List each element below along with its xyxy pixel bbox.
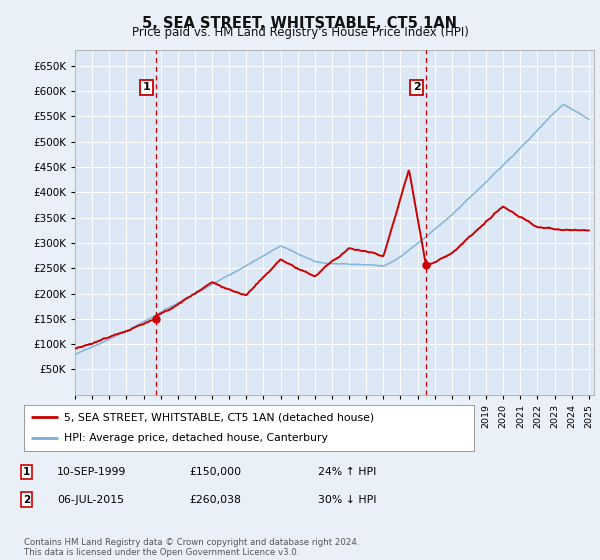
Text: 30% ↓ HPI: 30% ↓ HPI [318, 494, 377, 505]
Text: 5, SEA STREET, WHITSTABLE, CT5 1AN: 5, SEA STREET, WHITSTABLE, CT5 1AN [143, 16, 458, 31]
Text: 10-SEP-1999: 10-SEP-1999 [57, 467, 127, 477]
Text: 06-JUL-2015: 06-JUL-2015 [57, 494, 124, 505]
Text: £260,038: £260,038 [189, 494, 241, 505]
Text: 1: 1 [23, 467, 30, 477]
Text: Contains HM Land Registry data © Crown copyright and database right 2024.
This d: Contains HM Land Registry data © Crown c… [24, 538, 359, 557]
Text: HPI: Average price, detached house, Canterbury: HPI: Average price, detached house, Cant… [65, 433, 328, 444]
Text: Price paid vs. HM Land Registry's House Price Index (HPI): Price paid vs. HM Land Registry's House … [131, 26, 469, 39]
Text: 5, SEA STREET, WHITSTABLE, CT5 1AN (detached house): 5, SEA STREET, WHITSTABLE, CT5 1AN (deta… [65, 412, 374, 422]
Text: £150,000: £150,000 [189, 467, 241, 477]
Text: 1: 1 [142, 82, 150, 92]
Text: 24% ↑ HPI: 24% ↑ HPI [318, 467, 376, 477]
Text: 2: 2 [413, 82, 421, 92]
Text: 2: 2 [23, 494, 30, 505]
